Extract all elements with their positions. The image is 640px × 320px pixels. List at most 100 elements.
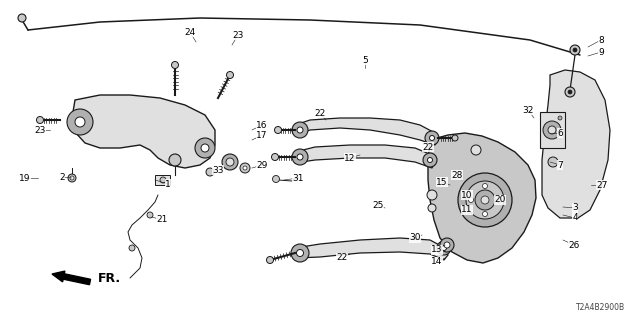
Circle shape — [296, 250, 303, 257]
Text: 32: 32 — [522, 106, 534, 115]
Polygon shape — [295, 238, 448, 260]
Text: 21: 21 — [156, 215, 168, 225]
Circle shape — [75, 117, 85, 127]
FancyArrow shape — [52, 271, 91, 285]
Text: 2: 2 — [59, 172, 65, 181]
Text: 30: 30 — [409, 234, 420, 243]
Text: 16: 16 — [256, 121, 268, 130]
Polygon shape — [540, 112, 565, 148]
Circle shape — [548, 157, 558, 167]
Circle shape — [570, 45, 580, 55]
Circle shape — [67, 109, 93, 135]
Circle shape — [273, 175, 280, 182]
Circle shape — [452, 135, 458, 141]
Circle shape — [444, 242, 450, 248]
Text: 11: 11 — [461, 205, 473, 214]
Circle shape — [573, 48, 577, 52]
Text: 23: 23 — [232, 30, 244, 39]
Text: 3: 3 — [572, 204, 578, 212]
Text: 9: 9 — [598, 47, 604, 57]
Circle shape — [481, 196, 489, 204]
Text: 22: 22 — [314, 108, 326, 117]
Circle shape — [425, 131, 439, 145]
Circle shape — [466, 181, 504, 219]
Text: 31: 31 — [292, 173, 304, 182]
Circle shape — [266, 257, 273, 263]
Text: 7: 7 — [557, 161, 563, 170]
Circle shape — [475, 190, 495, 210]
Circle shape — [548, 126, 556, 134]
Text: 8: 8 — [598, 36, 604, 44]
Circle shape — [226, 158, 234, 166]
Circle shape — [147, 212, 153, 218]
Polygon shape — [295, 145, 435, 168]
Polygon shape — [72, 95, 215, 168]
Text: FR.: FR. — [98, 271, 121, 284]
Circle shape — [227, 71, 234, 78]
Circle shape — [275, 126, 282, 133]
Circle shape — [437, 241, 451, 255]
Circle shape — [428, 204, 436, 212]
Text: 20: 20 — [494, 196, 506, 204]
Text: 17: 17 — [256, 131, 268, 140]
Circle shape — [222, 154, 238, 170]
Text: 22: 22 — [422, 142, 434, 151]
Text: 10: 10 — [461, 190, 473, 199]
Circle shape — [70, 176, 74, 180]
Circle shape — [497, 197, 502, 203]
Circle shape — [169, 154, 181, 166]
Circle shape — [440, 238, 454, 252]
Circle shape — [243, 166, 247, 170]
Circle shape — [297, 127, 303, 133]
Text: 28: 28 — [451, 171, 463, 180]
Text: 4: 4 — [572, 213, 578, 222]
Circle shape — [427, 190, 437, 200]
Circle shape — [292, 122, 308, 138]
Text: 22: 22 — [337, 253, 348, 262]
Circle shape — [68, 174, 76, 182]
Polygon shape — [542, 70, 610, 218]
Text: 13: 13 — [431, 245, 443, 254]
Text: 14: 14 — [431, 258, 443, 267]
Circle shape — [271, 154, 278, 161]
Circle shape — [195, 138, 215, 158]
Circle shape — [442, 245, 447, 251]
Circle shape — [18, 14, 26, 22]
Circle shape — [483, 183, 488, 188]
Circle shape — [423, 153, 437, 167]
Circle shape — [558, 116, 562, 120]
Text: 19: 19 — [19, 173, 31, 182]
Circle shape — [291, 244, 309, 262]
Text: 6: 6 — [557, 129, 563, 138]
Text: 24: 24 — [184, 28, 196, 36]
Circle shape — [206, 168, 214, 176]
Circle shape — [428, 157, 433, 163]
Text: 23: 23 — [35, 125, 45, 134]
Circle shape — [565, 87, 575, 97]
Text: 26: 26 — [568, 241, 580, 250]
Text: 5: 5 — [362, 55, 368, 65]
Circle shape — [172, 61, 179, 68]
Text: 33: 33 — [212, 165, 224, 174]
Text: 15: 15 — [436, 178, 448, 187]
Text: T2A4B2900B: T2A4B2900B — [576, 303, 625, 312]
Text: 25: 25 — [372, 201, 384, 210]
Circle shape — [483, 212, 488, 217]
Polygon shape — [428, 133, 536, 263]
Text: 1: 1 — [165, 180, 171, 188]
Circle shape — [468, 197, 474, 203]
Circle shape — [36, 116, 44, 124]
Text: 12: 12 — [344, 154, 356, 163]
Circle shape — [201, 144, 209, 152]
Circle shape — [297, 154, 303, 160]
Polygon shape — [295, 118, 438, 145]
Text: 27: 27 — [596, 180, 608, 189]
Circle shape — [429, 135, 435, 140]
Circle shape — [160, 177, 166, 183]
Circle shape — [555, 113, 565, 123]
Circle shape — [292, 149, 308, 165]
Circle shape — [543, 121, 561, 139]
Text: 29: 29 — [256, 161, 268, 170]
Circle shape — [240, 163, 250, 173]
Circle shape — [471, 145, 481, 155]
